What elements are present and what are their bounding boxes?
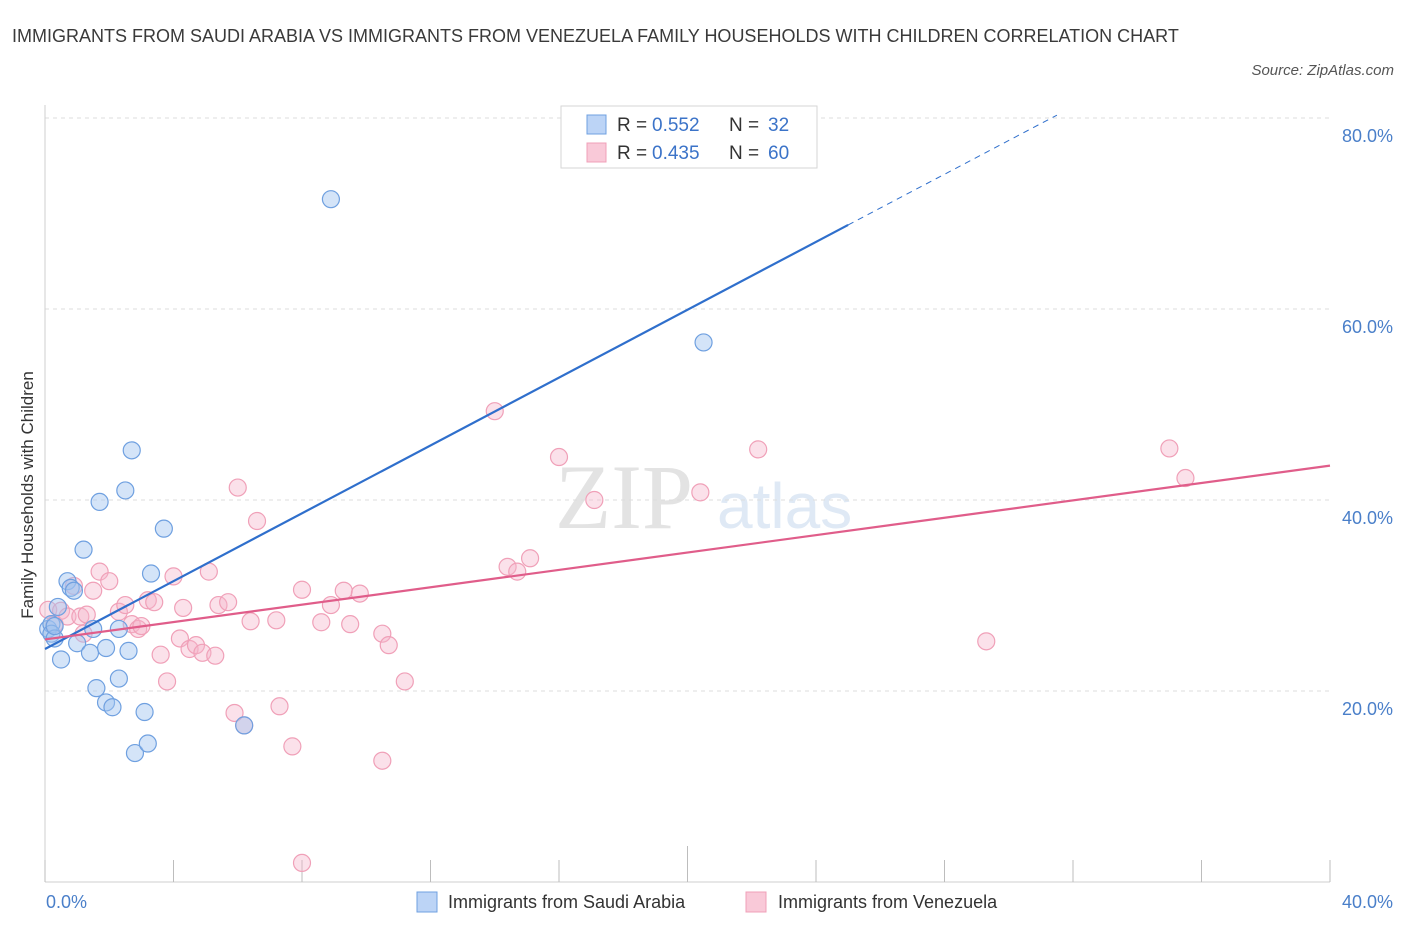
point-venezuela	[549, 447, 569, 467]
point-saudi-arabia	[116, 481, 135, 500]
point-venezuela	[116, 595, 135, 615]
point-venezuela	[157, 672, 177, 691]
stats-legend-swatch-venezuela	[586, 142, 607, 163]
legend-label-saudi: Immigrants from Saudi Arabia	[448, 892, 686, 912]
stats-n-value-saudi: 32	[768, 115, 789, 136]
point-venezuela	[292, 853, 312, 873]
point-venezuela	[219, 593, 238, 612]
point-saudi-arabia	[135, 702, 154, 722]
point-venezuela	[334, 581, 353, 600]
trend-lines	[44, 114, 1331, 650]
watermark-atlas: atlas	[717, 470, 852, 542]
y-tick-label: 20.0%	[1342, 699, 1393, 719]
point-saudi-arabia	[45, 616, 64, 636]
point-venezuela	[58, 607, 77, 626]
point-saudi-arabia	[74, 540, 93, 559]
x-tick-label: 40.0%	[1342, 892, 1393, 912]
y-tick-label: 60.0%	[1342, 317, 1393, 337]
point-saudi-arabia	[103, 698, 122, 717]
point-venezuela	[283, 737, 302, 756]
point-venezuela	[292, 580, 312, 599]
point-venezuela	[1176, 468, 1195, 488]
stats-legend: R = 0.552 N = 32 R = 0.435 N = 60	[560, 105, 818, 169]
point-venezuela	[267, 611, 286, 630]
watermark-zip: ZIP	[555, 446, 693, 548]
point-venezuela	[585, 490, 604, 510]
point-saudi-arabia	[87, 679, 106, 698]
point-venezuela	[498, 557, 517, 576]
point-venezuela	[247, 511, 267, 531]
grid-lines	[45, 117, 1330, 692]
point-venezuela	[1160, 439, 1179, 458]
series-legend: Immigrants from Saudi Arabia Immigrants …	[416, 891, 998, 913]
legend-swatch-saudi	[416, 891, 438, 913]
point-venezuela	[151, 645, 170, 664]
y-axis-title: Family Households with Children	[18, 371, 37, 619]
point-saudi-arabia	[96, 638, 116, 658]
point-venezuela	[691, 483, 710, 502]
point-venezuela	[174, 598, 193, 618]
point-venezuela	[749, 440, 768, 459]
point-venezuela	[90, 562, 109, 581]
point-saudi-arabia	[48, 597, 67, 617]
point-venezuela	[312, 613, 331, 632]
stats-r-value-saudi: 0.552	[652, 115, 700, 136]
y-tick-label: 80.0%	[1342, 126, 1393, 146]
y-tick-label: 40.0%	[1342, 508, 1393, 528]
point-saudi-arabia	[51, 650, 71, 669]
point-venezuela	[84, 581, 103, 600]
point-saudi-arabia	[119, 641, 138, 660]
trend-line-saudi-arabia-extension	[847, 114, 1058, 226]
stats-r-label-venezuela: R =	[617, 143, 647, 164]
point-saudi-arabia	[109, 669, 128, 688]
point-venezuela	[520, 549, 540, 568]
point-venezuela	[395, 672, 414, 691]
point-saudi-arabia	[61, 578, 80, 597]
stats-n-label-saudi: N =	[729, 115, 759, 136]
point-venezuela	[71, 607, 90, 626]
point-saudi-arabia	[694, 333, 713, 352]
point-venezuela	[373, 624, 392, 643]
point-venezuela	[977, 632, 996, 651]
chart-title: IMMIGRANTS FROM SAUDI ARABIA VS IMMIGRAN…	[12, 26, 1179, 46]
point-venezuela	[508, 562, 527, 581]
point-saudi-arabia	[80, 643, 100, 662]
point-venezuela	[241, 612, 260, 631]
point-venezuela	[186, 636, 206, 655]
point-venezuela	[350, 584, 369, 603]
point-saudi-arabia	[235, 716, 254, 735]
trend-line-venezuela	[44, 464, 1331, 641]
point-saudi-arabia	[42, 615, 61, 634]
point-venezuela	[145, 593, 164, 612]
stats-r-value-venezuela: 0.435	[652, 143, 700, 164]
stats-n-value-venezuela: 60	[768, 143, 789, 164]
legend-label-venezuela: Immigrants from Venezuela	[778, 892, 998, 912]
point-venezuela	[228, 478, 247, 497]
point-saudi-arabia	[154, 519, 173, 538]
axes	[44, 105, 1331, 883]
point-venezuela	[225, 703, 244, 723]
point-saudi-arabia	[90, 492, 109, 512]
point-saudi-arabia	[321, 190, 341, 209]
point-venezuela	[373, 751, 392, 770]
point-saudi-arabia	[138, 734, 157, 753]
point-saudi-arabia	[64, 581, 84, 600]
point-venezuela	[100, 572, 119, 591]
point-saudi-arabia	[122, 441, 141, 460]
point-venezuela	[341, 615, 360, 634]
trend-line-saudi-arabia	[44, 223, 849, 650]
stats-n-label-venezuela: N =	[729, 143, 759, 164]
point-venezuela	[379, 636, 398, 655]
legend-swatch-venezuela	[745, 891, 767, 913]
point-saudi-arabia	[125, 743, 145, 763]
stats-legend-swatch-saudi	[586, 114, 607, 135]
point-venezuela	[270, 697, 289, 716]
tick-labels: 20.0% 40.0% 60.0% 80.0% 0.0% 40.0%	[46, 126, 1393, 912]
stats-r-label-saudi: R =	[617, 115, 647, 136]
point-saudi-arabia	[141, 564, 161, 583]
chart-source: Source: ZipAtlas.com	[1251, 62, 1394, 79]
point-venezuela	[206, 646, 225, 665]
x-tick-label: 0.0%	[46, 892, 87, 912]
